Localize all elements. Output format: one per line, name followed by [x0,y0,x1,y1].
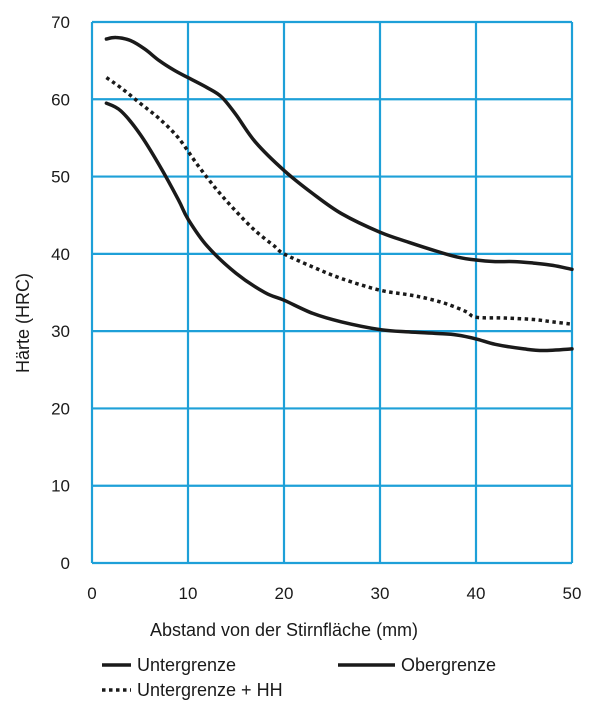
x-tick-label: 50 [563,584,582,603]
x-axis-label: Abstand von der Stirnfläche (mm) [150,620,418,640]
y-axis-label: Härte (HRC) [13,273,33,373]
series-lines [104,35,574,353]
x-tick-label: 20 [275,584,294,603]
y-tick-label: 0 [61,554,70,573]
y-tick-label: 50 [51,168,70,187]
x-tick-label: 0 [87,584,96,603]
x-tick-label: 30 [371,584,390,603]
series-line-untergrenze [104,101,574,353]
y-tick-label: 70 [51,13,70,32]
y-tick-label: 10 [51,477,70,496]
y-tick-label: 40 [51,245,70,264]
legend: Untergrenze Obergrenze Untergrenze + HH [102,655,496,700]
legend-label-untergrenze: Untergrenze [137,655,236,675]
y-tick-label: 60 [51,90,70,109]
x-tick-label: 40 [467,584,486,603]
y-tick-label: 20 [51,399,70,418]
legend-label-obergrenze: Obergrenze [401,655,496,675]
x-tick-label: 10 [179,584,198,603]
tick-labels: 0 10 20 30 40 50 0 10 20 30 40 50 60 70 [51,13,581,603]
grid [90,20,574,565]
y-tick-label: 30 [51,322,70,341]
series-line-obergrenze [104,35,574,272]
series-line-untergrenze-hh [105,76,573,326]
legend-label-untergrenze-hh: Untergrenze + HH [137,680,283,700]
